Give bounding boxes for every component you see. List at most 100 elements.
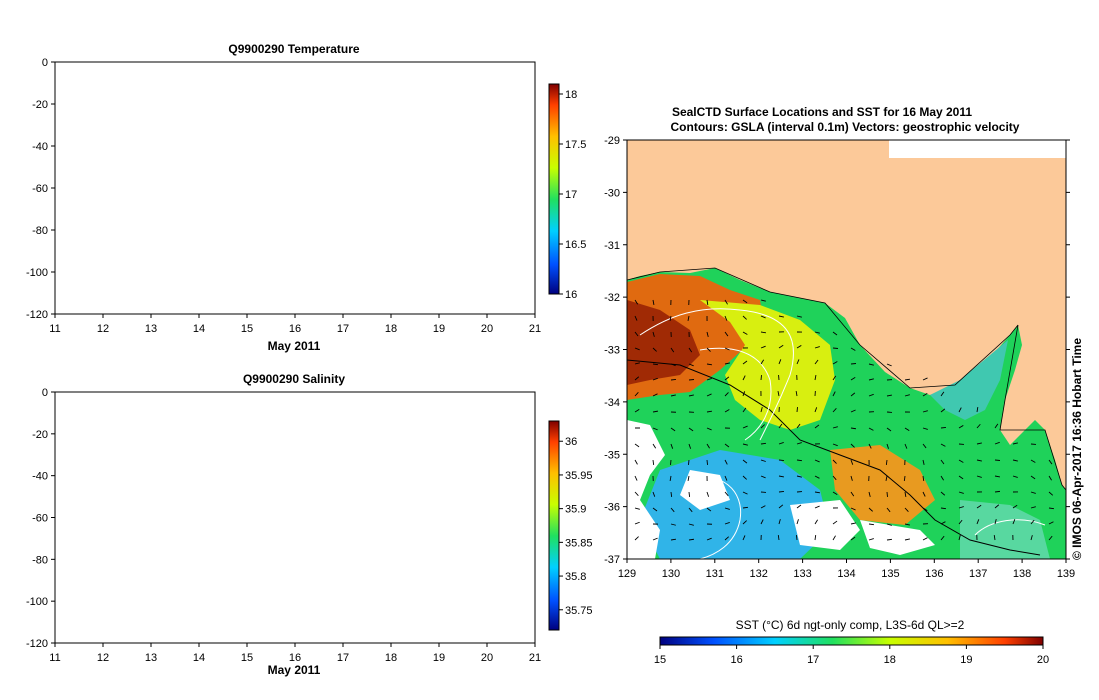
- velocity-vector: [742, 375, 746, 381]
- velocity-vector: [850, 536, 856, 541]
- x-tick-label: 11: [49, 652, 60, 664]
- velocity-vector: [868, 538, 874, 541]
- map-title: SealCTD Surface Locations and SST for 16…: [672, 105, 972, 119]
- velocity-vector: [940, 535, 945, 541]
- velocity-vector: [958, 506, 964, 509]
- velocity-vector: [706, 507, 712, 512]
- velocity-vector: [724, 376, 730, 381]
- colorbar-tick-label: 35.75: [565, 605, 593, 617]
- velocity-vector: [652, 410, 659, 413]
- velocity-vector: [634, 491, 639, 497]
- velocity-vector: [976, 423, 981, 429]
- velocity-vector: [832, 391, 836, 397]
- velocity-vector: [922, 393, 928, 397]
- map-x-tick-label: 135: [881, 568, 899, 580]
- velocity-vector: [868, 523, 875, 526]
- velocity-vector: [652, 491, 656, 497]
- velocity-vector: [940, 426, 947, 429]
- velocity-vector: [1048, 507, 1055, 510]
- x-tick-label: 20: [481, 323, 493, 335]
- velocity-vector: [760, 505, 766, 509]
- velocity-vector: [814, 505, 820, 509]
- x-tick-label: 11: [49, 323, 60, 335]
- velocity-vector: [904, 507, 909, 512]
- velocity-vector: [670, 379, 677, 381]
- yellow-sst-band: [700, 300, 835, 430]
- velocity-vector: [904, 394, 910, 397]
- velocity-vector: [687, 315, 690, 321]
- velocity-vector: [706, 427, 712, 431]
- velocity-vector: [976, 475, 982, 478]
- south-east-cool-region: [960, 500, 1050, 559]
- map-y-tick-label: -34: [604, 397, 620, 409]
- map-y-tick-label: -32: [604, 292, 620, 304]
- velocity-vector: [634, 376, 640, 381]
- velocity-vector: [742, 520, 747, 525]
- velocity-vector: [706, 410, 713, 413]
- velocity-vector: [832, 459, 837, 464]
- y-tick-label: -120: [26, 309, 48, 321]
- salinity-title: Q9900290 Salinity: [243, 372, 345, 386]
- velocity-vector: [886, 523, 892, 526]
- velocity-vector: [1030, 475, 1036, 480]
- velocity-vector: [634, 521, 640, 525]
- velocity-vector: [994, 441, 1000, 445]
- velocity-vector: [670, 427, 676, 432]
- velocity-vector: [724, 507, 730, 510]
- colorbar-tick-label: 17: [565, 189, 577, 201]
- velocity-vector: [832, 408, 837, 413]
- velocity-vector: [724, 315, 728, 321]
- velocity-vector: [670, 443, 674, 449]
- map-y-tick-label: -36: [604, 502, 620, 514]
- velocity-vector: [688, 347, 693, 353]
- y-tick-label: -60: [32, 513, 48, 525]
- velocity-vector: [688, 538, 695, 541]
- velocity-vector: [994, 490, 1001, 493]
- velocity-vector: [778, 423, 783, 429]
- velocity-vector: [652, 537, 658, 541]
- velocity-vector: [814, 475, 820, 479]
- y-tick-label: -80: [32, 225, 48, 237]
- map-y-tick-label: -30: [604, 187, 620, 199]
- x-tick-label: 15: [241, 323, 253, 335]
- velocity-vector: [994, 519, 997, 525]
- velocity-vector: [922, 491, 926, 497]
- x-tick-label: 19: [433, 652, 445, 664]
- map-x-tick-label: 137: [969, 568, 987, 580]
- velocity-vector: [832, 491, 838, 496]
- map-x-tick-label: 131: [706, 568, 724, 580]
- temperature-colorbar-ticks: 18 17.5 17 16.5 16: [559, 89, 586, 301]
- velocity-vector: [940, 507, 947, 510]
- y-tick-label: 0: [42, 57, 48, 69]
- velocity-vector: [868, 393, 874, 397]
- velocity-vector: [634, 475, 638, 481]
- gsla-contour-2: [699, 347, 772, 441]
- velocity-vector: [796, 519, 799, 525]
- sst-colorbar-tick-label: 19: [960, 654, 972, 666]
- temperature-x-ticks: 11 12 13 14 15 16 17 18 19 20 21: [49, 314, 541, 335]
- velocity-vector: [778, 459, 785, 462]
- velocity-vector: [1012, 459, 1018, 462]
- velocity-vector: [994, 475, 1000, 478]
- map-x-tick-label: 134: [837, 568, 855, 580]
- sst-colorbar-tick-label: 18: [884, 654, 896, 666]
- velocity-vector: [814, 331, 820, 334]
- velocity-vector: [706, 537, 712, 541]
- velocity-vector: [634, 362, 640, 365]
- velocity-vector: [724, 491, 729, 497]
- velocity-vector: [958, 519, 963, 525]
- velocity-vector: [742, 391, 746, 397]
- velocity-vector: [1012, 504, 1018, 509]
- velocity-vector: [940, 391, 945, 397]
- velocity-vector: [814, 359, 819, 365]
- velocity-vector: [742, 491, 748, 495]
- velocity-vector: [976, 459, 982, 462]
- velocity-vector: [778, 441, 784, 445]
- velocity-vector: [724, 521, 730, 525]
- velocity-vector: [670, 507, 675, 513]
- x-tick-label: 19: [433, 323, 445, 335]
- velocity-vector: [778, 475, 784, 478]
- x-tick-label: 17: [337, 652, 349, 664]
- y-tick-label: -80: [32, 554, 48, 566]
- velocity-vector: [850, 347, 856, 351]
